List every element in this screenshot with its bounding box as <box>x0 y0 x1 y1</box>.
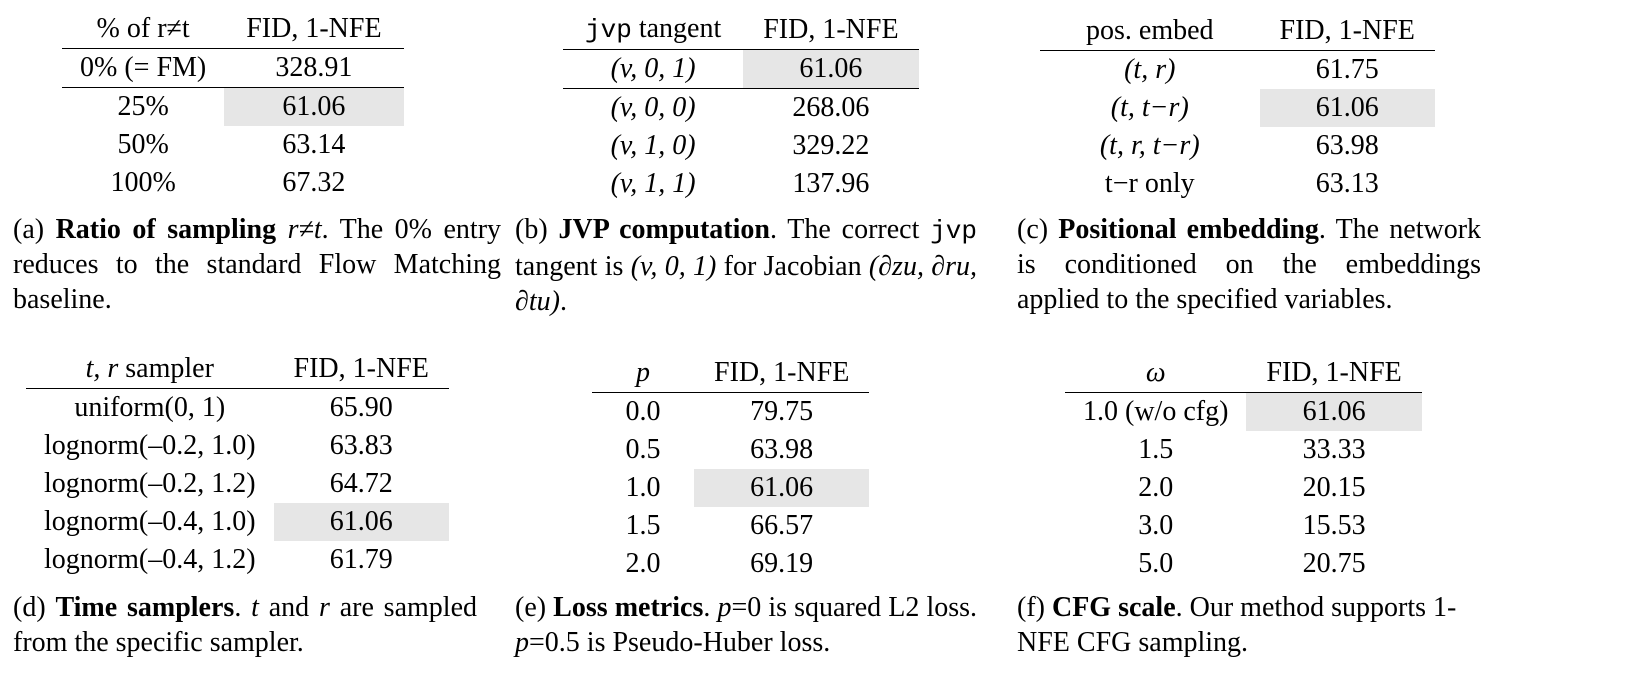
table-row: 1.0 (w/o cfg) 61.06 <box>1065 392 1422 431</box>
table-b: jvp tangent FID, 1-NFE (v, 0, 1) 61.06 (v… <box>563 10 919 203</box>
highlighted-cell: 61.06 <box>1246 392 1422 431</box>
table-b-header-tangent: jvp tangent <box>563 10 744 50</box>
table-row: 3.0 15.53 <box>1138 510 1366 541</box>
table-row: lognorm(–0.2, 1.0) 63.83 <box>44 430 393 461</box>
table-c: pos. embed FID, 1-NFE (t, r) 61.75 (t, t−… <box>1040 12 1435 203</box>
table-f-panel: ω FID, 1-NFE 1.0 (w/o cfg) 61.06 1.5 33.33… <box>1065 354 1422 583</box>
table-row: (v, 1, 0) 329.22 <box>610 130 870 161</box>
table-row: 1.5 66.57 <box>625 510 814 541</box>
highlighted-cell: 61.06 <box>273 503 449 541</box>
table-row: 0.0 79.75 <box>625 396 814 427</box>
caption-a: (a) Ratio of sampling r≠t. The 0% entry … <box>13 214 502 315</box>
caption-d: (d) Time samplers. t and r are sampled f… <box>13 592 477 658</box>
table-row: (v, 0, 1) 61.06 <box>563 49 919 89</box>
table-row: 100% 67.32 <box>110 167 346 198</box>
table-row: (t, r, t−r) 63.98 <box>1099 130 1379 161</box>
table-a-header-ratio: % of r≠t <box>62 10 225 49</box>
table-row: (t, r) 61.75 <box>1124 54 1379 85</box>
table-a: % of r≠t FID, 1-NFE 0% (= FM) 328.91 25% 6… <box>62 10 404 202</box>
table-f-header-fid: FID, 1-NFE <box>1246 354 1422 393</box>
caption-b-title: JVP computation <box>558 214 770 245</box>
highlighted-cell: 61.06 <box>224 87 404 126</box>
table-a-panel: % of r≠t FID, 1-NFE 0% (= FM) 328.91 25% 6… <box>62 10 404 202</box>
table-c-panel: pos. embed FID, 1-NFE (t, r) 61.75 (t, t−… <box>1040 12 1435 203</box>
caption-b: (b) JVP computation. The correct jvp tan… <box>515 214 977 317</box>
table-row: (t, t−r) 61.06 <box>1040 89 1435 127</box>
table-e-header-p: p <box>592 354 694 393</box>
caption-a-title: Ratio of sampling <box>55 214 277 245</box>
table-c-header-fid: FID, 1-NFE <box>1259 12 1435 51</box>
table-e: p FID, 1-NFE 0.0 79.75 0.5 63.98 1.0 61.06 … <box>592 354 870 583</box>
table-row: 5.0 20.75 <box>1138 548 1366 579</box>
table-e-panel: p FID, 1-NFE 0.0 79.75 0.5 63.98 1.0 61.06 … <box>592 354 870 583</box>
table-row: lognorm(–0.2, 1.2) 64.72 <box>44 468 393 499</box>
table-row: t−r only 63.13 <box>1104 168 1379 199</box>
table-row: 1.5 33.33 <box>1138 434 1366 465</box>
table-row: 50% 63.14 <box>117 129 346 160</box>
highlighted-cell: 61.06 <box>743 49 919 89</box>
table-a-header-fid: FID, 1-NFE <box>224 10 404 49</box>
table-b-header-fid: FID, 1-NFE <box>743 10 919 50</box>
table-d-header-fid: FID, 1-NFE <box>273 350 449 389</box>
table-d-header-sampler: t, r sampler <box>26 350 274 389</box>
caption-c: (c) Positional embedding. The network is… <box>1017 214 1482 315</box>
caption-d-title: Time samplers <box>55 592 235 623</box>
table-b-panel: jvp tangent FID, 1-NFE (v, 0, 1) 61.06 (v… <box>563 10 919 203</box>
table-row: 25% 61.06 <box>62 87 404 126</box>
table-row: 0% (= FM) 328.91 <box>62 48 404 88</box>
table-d-panel: t, r sampler FID, 1-NFE uniform(0, 1) 65.… <box>26 350 449 579</box>
table-c-header-embed: pos. embed <box>1040 12 1260 51</box>
table-row: 0.5 63.98 <box>625 434 814 465</box>
table-row: 2.0 20.15 <box>1138 472 1366 503</box>
caption-e: (e) Loss metrics. p=0 is squared L2 loss… <box>515 592 978 658</box>
caption-f-title: CFG scale <box>1051 592 1176 623</box>
table-row: 2.0 69.19 <box>625 548 814 579</box>
caption-f: (f) CFG scale. Our method supports 1-NFE… <box>1017 592 1457 658</box>
table-row: 1.0 61.06 <box>592 469 870 507</box>
table-row: lognorm(–0.4, 1.0) 61.06 <box>26 503 449 541</box>
table-row: lognorm(–0.4, 1.2) 61.79 <box>44 544 393 575</box>
table-d: t, r sampler FID, 1-NFE uniform(0, 1) 65.… <box>26 350 449 579</box>
table-f-header-omega: ω <box>1065 354 1247 393</box>
table-e-header-fid: FID, 1-NFE <box>694 354 870 393</box>
table-row: (v, 0, 0) 268.06 <box>610 92 870 123</box>
highlighted-cell: 61.06 <box>694 469 870 507</box>
caption-c-title: Positional embedding <box>1058 214 1319 245</box>
highlighted-cell: 61.06 <box>1259 89 1435 127</box>
table-row: uniform(0, 1) 65.90 <box>74 392 393 423</box>
table-f: ω FID, 1-NFE 1.0 (w/o cfg) 61.06 1.5 33.33… <box>1065 354 1422 583</box>
caption-e-title: Loss metrics <box>553 592 704 623</box>
table-row: (v, 1, 1) 137.96 <box>610 168 870 199</box>
